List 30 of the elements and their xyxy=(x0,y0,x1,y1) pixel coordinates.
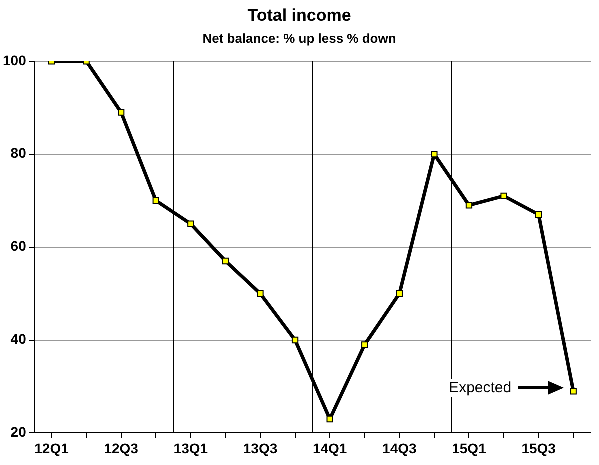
point xyxy=(500,192,508,200)
point xyxy=(257,290,264,298)
x-tick-label: 13Q3 xyxy=(243,440,278,456)
point xyxy=(362,342,368,348)
y-tick-label: 60 xyxy=(10,238,27,254)
point xyxy=(535,211,542,218)
point xyxy=(188,220,194,228)
y-tick-label: 100 xyxy=(3,52,27,68)
x-tick-label: 13Q1 xyxy=(174,440,208,456)
point xyxy=(118,109,125,116)
x-tick-label: 14Q3 xyxy=(382,440,417,456)
point xyxy=(570,388,577,395)
point xyxy=(152,197,160,204)
point xyxy=(222,258,230,265)
point xyxy=(292,336,299,344)
x-tick-label: 14Q1 xyxy=(312,440,348,456)
point xyxy=(431,151,438,158)
point xyxy=(466,202,473,209)
chart-subtitle: Net balance: % up less % down xyxy=(202,31,398,46)
y-tick-label: 80 xyxy=(10,145,27,162)
x-tick-label: 15Q3 xyxy=(522,440,556,456)
point xyxy=(396,290,403,298)
x-tick-label: 12Q3 xyxy=(104,440,139,456)
y-tick-label: 20 xyxy=(10,424,27,440)
point xyxy=(326,416,334,423)
chart-title: Total income xyxy=(246,6,352,26)
annotation: Expected xyxy=(449,380,512,397)
x-tick-label: 12Q1 xyxy=(34,440,70,456)
y-tick-label: 40 xyxy=(10,331,27,348)
x-tick-label: 15Q1 xyxy=(452,440,487,456)
